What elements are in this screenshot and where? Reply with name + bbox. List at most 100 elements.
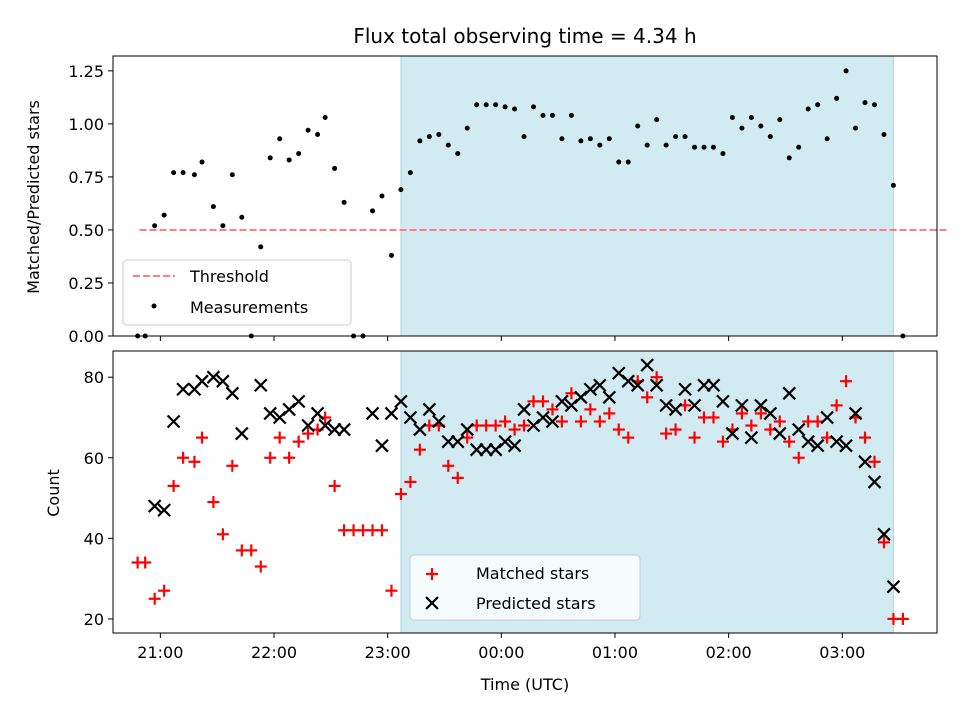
- matched-star-point: [302, 427, 315, 440]
- matched-star-point: [508, 423, 521, 436]
- measurement-point: [483, 102, 489, 108]
- measurement-point: [673, 134, 679, 140]
- matched-star-point: [177, 451, 190, 464]
- predicted-star-point: [772, 426, 787, 441]
- predicted-star-point: [422, 402, 437, 417]
- matched-star-point: [660, 427, 673, 440]
- x-tick-label: 23:00: [365, 643, 411, 662]
- predicted-star-point: [403, 410, 418, 425]
- measurement-point: [625, 159, 631, 165]
- count-x-ticks: 21:00 22:00 23:00 00:00 01:00 02:00 03:00: [137, 633, 865, 662]
- matched-star-point: [451, 471, 464, 484]
- y-tick-label: 20: [84, 610, 104, 629]
- matched-star-point: [442, 459, 455, 472]
- matched-star-point: [612, 423, 625, 436]
- y-tick-label: 40: [84, 529, 104, 548]
- measurement-point: [521, 134, 527, 140]
- measurement-point: [824, 136, 830, 142]
- ratio-x-ticks: [159, 336, 843, 341]
- ratio-y-axis-label: Matched/Predicted stars: [24, 100, 43, 294]
- x-tick-label: 02:00: [706, 643, 752, 662]
- measurement-point: [692, 144, 698, 150]
- observing-window-shade: [400, 56, 894, 336]
- y-tick-label: 1.25: [68, 62, 104, 81]
- measurement-point: [606, 136, 612, 142]
- predicted-star-point: [744, 430, 759, 445]
- predicted-star-point: [337, 422, 351, 437]
- measurement-point: [220, 223, 226, 229]
- matched-star-point: [546, 403, 559, 416]
- measurement-point: [710, 144, 716, 150]
- predicted-star-point: [147, 499, 162, 513]
- predicted-star-point: [801, 434, 815, 449]
- matched-star-point: [593, 415, 606, 428]
- measurement-point: [540, 112, 546, 118]
- predicted-star-point: [877, 527, 891, 542]
- matched-star-point: [489, 419, 502, 432]
- legend-threshold-label: Threshold: [189, 267, 269, 286]
- matched-star-point: [499, 415, 512, 428]
- count-y-ticks: 20 40 60 80: [84, 368, 113, 629]
- matched-star-point: [707, 411, 720, 424]
- measurement-point: [796, 144, 802, 150]
- ratio-panel: 0.00 0.25 0.50 0.75 1.00 1.25 Matched/Predict…: [24, 55, 949, 346]
- predicted-star-point: [384, 406, 399, 421]
- matched-star-point: [148, 592, 161, 605]
- measurement-point: [578, 138, 584, 144]
- predicted-star-point: [225, 386, 240, 401]
- predicted-star-point: [630, 378, 645, 393]
- y-tick-label: 1.00: [68, 115, 104, 134]
- measurement-point: [341, 199, 347, 205]
- matched-star-point: [622, 431, 635, 444]
- predicted-star-point: [791, 422, 806, 437]
- predicted-star-point: [678, 382, 692, 397]
- count-y-axis-label: Count: [44, 469, 63, 517]
- matched-star-point: [555, 415, 568, 428]
- y-tick-label: 0.50: [68, 221, 104, 240]
- legend-measurements-swatch: [151, 303, 157, 309]
- y-tick-label: 80: [84, 368, 104, 387]
- matched-star-point: [264, 451, 277, 464]
- measurement-point: [559, 136, 565, 142]
- matched-star-point: [404, 475, 417, 488]
- matched-star-point: [328, 479, 341, 492]
- legend-predicted-swatch: [425, 596, 439, 610]
- count-legend: Matched stars Predicted stars: [409, 554, 641, 621]
- measurement-point: [871, 102, 877, 108]
- matched-star-point: [669, 423, 682, 436]
- predicted-star-point: [820, 410, 834, 425]
- measurement-point: [180, 170, 186, 176]
- y-tick-label: 0.25: [68, 274, 104, 293]
- measurement-point: [267, 155, 273, 161]
- x-axis-label: Time (UTC): [480, 675, 569, 694]
- predicted-star-point: [301, 418, 315, 433]
- predicted-star-point: [166, 414, 181, 429]
- measurement-point: [210, 204, 216, 210]
- matched-star-point: [394, 488, 407, 501]
- legend-matched-swatch: [426, 568, 438, 580]
- measurement-point: [239, 214, 245, 220]
- matched-star-point: [167, 479, 180, 492]
- predicted-star-point: [216, 374, 230, 388]
- predicted-star-point: [394, 394, 408, 409]
- measurement-point: [549, 112, 555, 118]
- predicted-star-point: [263, 406, 278, 421]
- predicted-star-point: [763, 406, 778, 421]
- measurement-point: [152, 223, 158, 229]
- measurement-point: [199, 159, 205, 165]
- measurement-point: [474, 102, 480, 108]
- matched-star-point: [754, 407, 767, 420]
- x-tick-label: 00:00: [478, 643, 524, 662]
- predicted-star-point: [886, 579, 901, 594]
- measurement-point: [805, 106, 811, 112]
- matched-star-point: [792, 451, 805, 464]
- predicted-star-point: [659, 398, 673, 413]
- matched-star-point: [385, 584, 398, 597]
- predicted-star-point: [593, 378, 607, 393]
- measurement-point: [407, 170, 413, 176]
- matched-star-point: [603, 407, 616, 420]
- measurement-point: [587, 136, 593, 142]
- matched-star-point: [859, 431, 872, 444]
- measurement-point: [843, 68, 849, 74]
- predicted-star-point: [640, 358, 654, 372]
